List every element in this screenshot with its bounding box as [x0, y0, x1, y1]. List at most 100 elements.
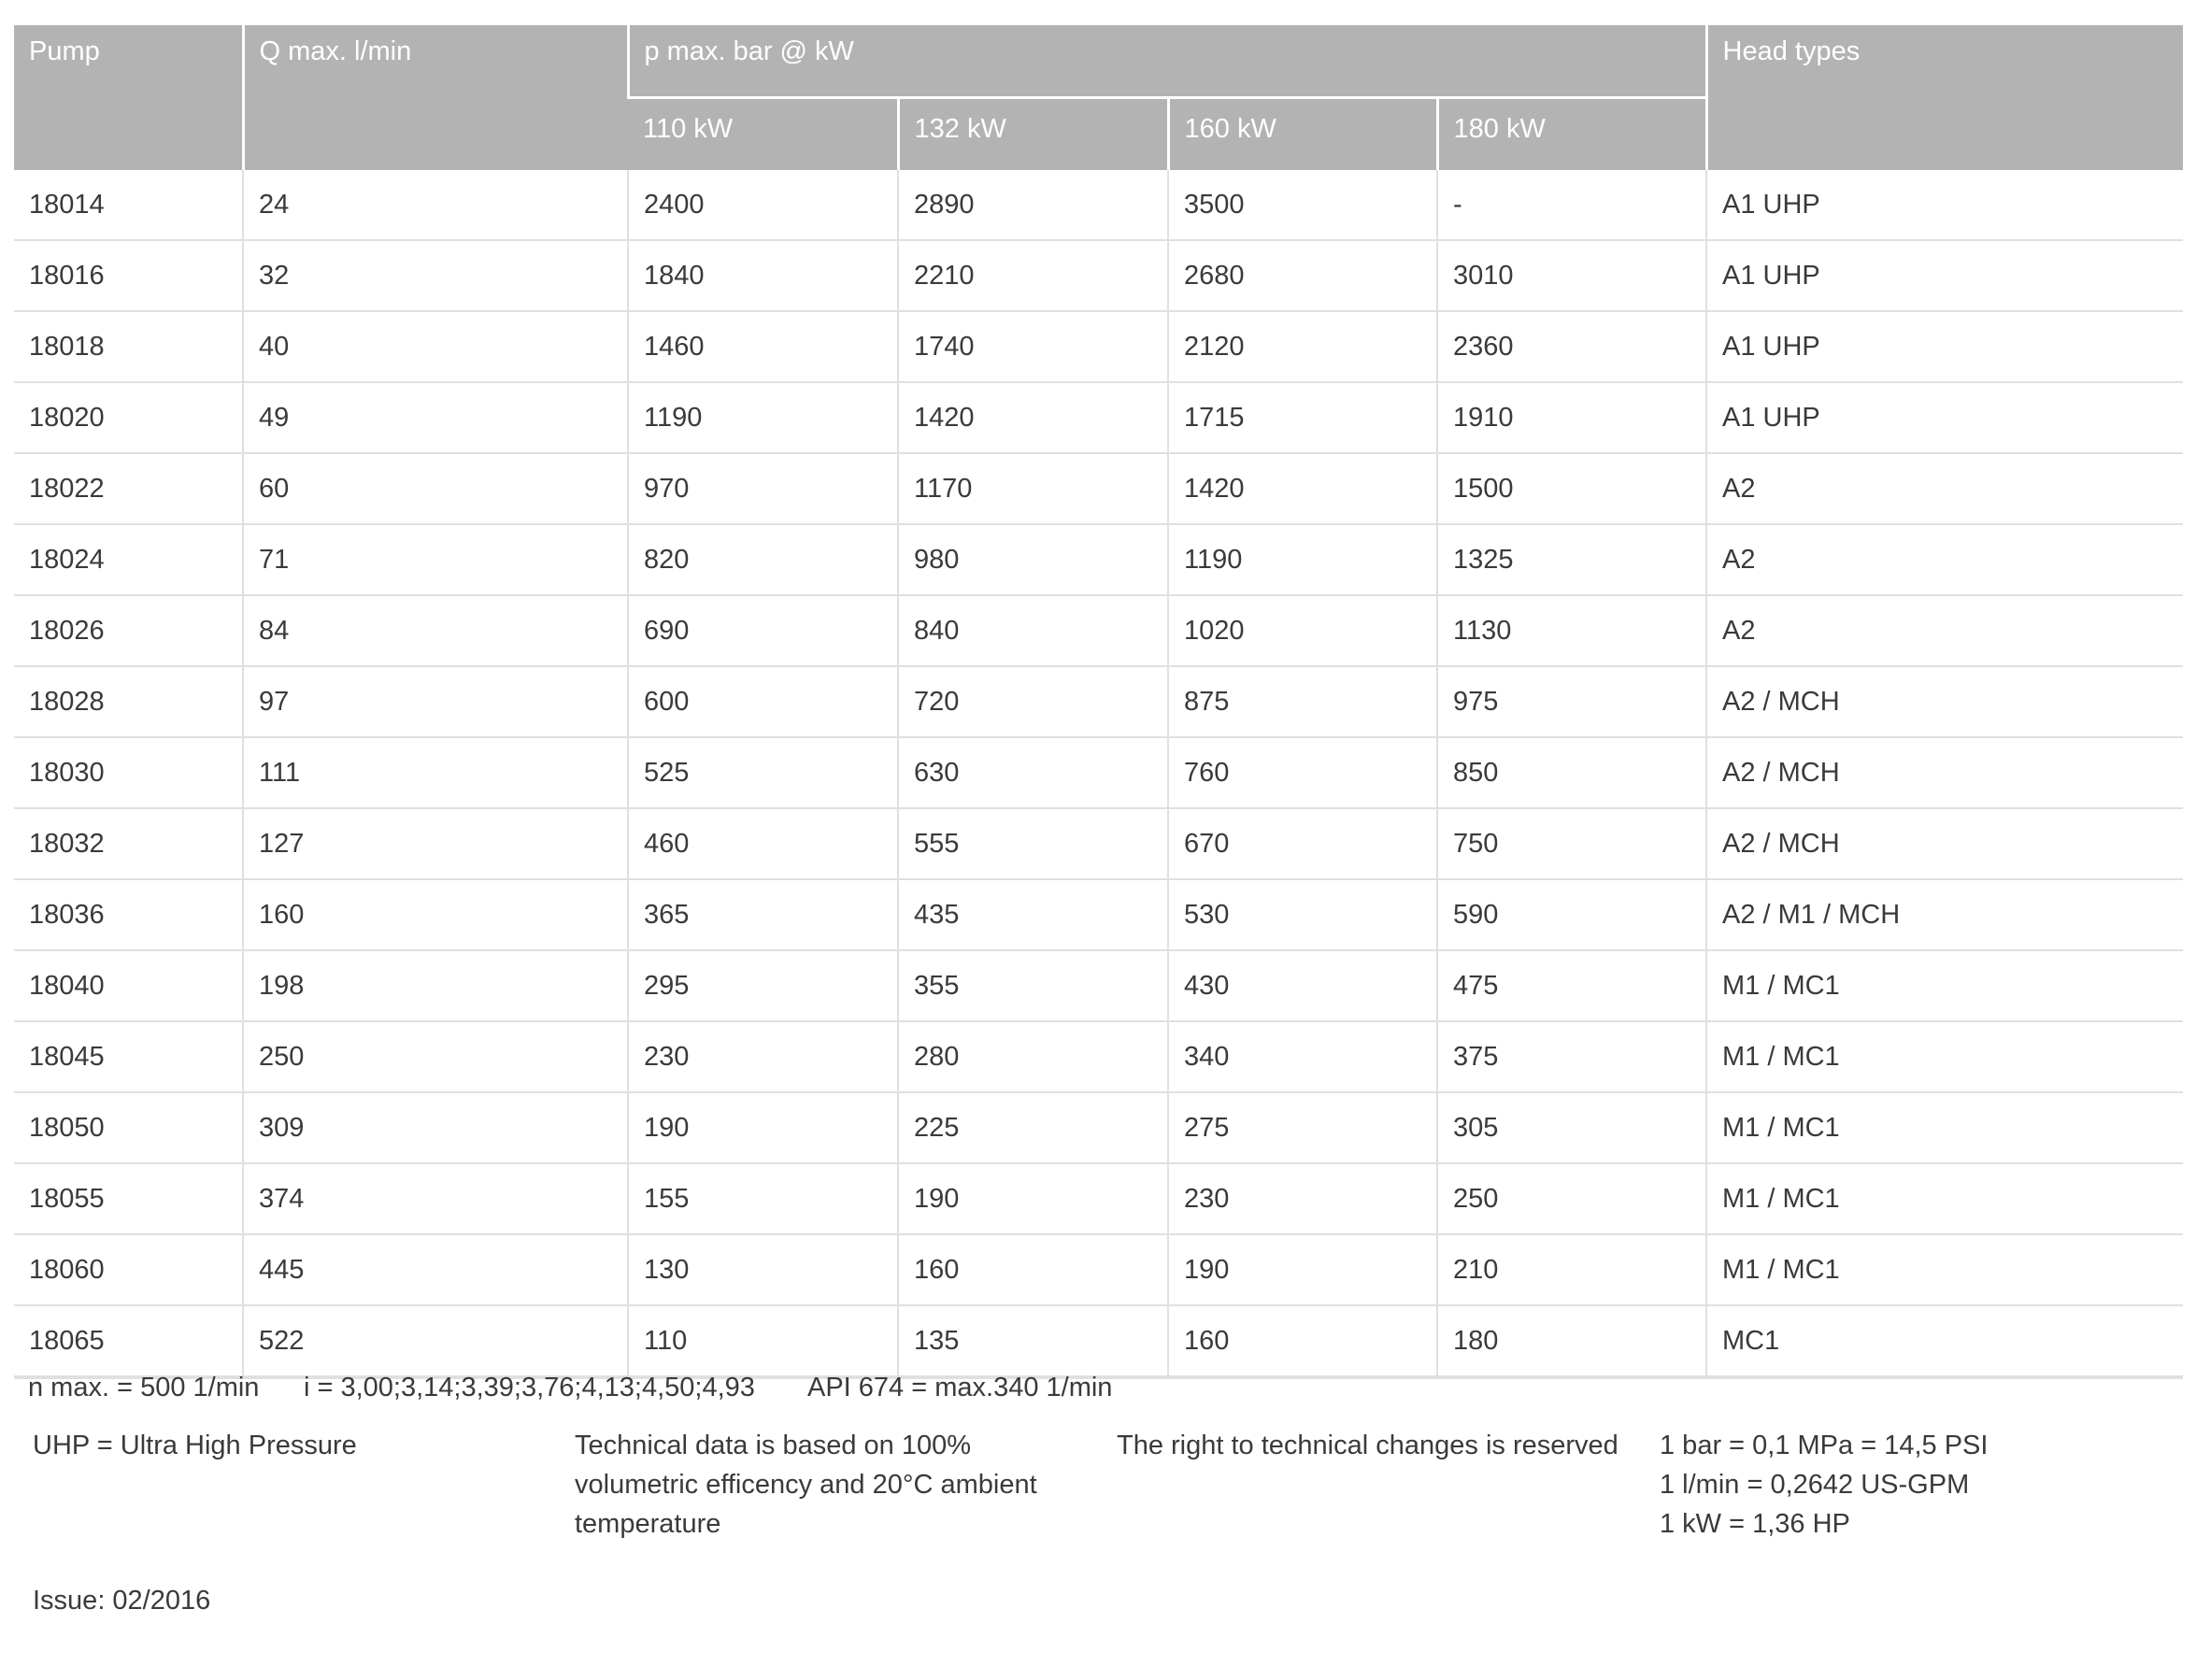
cell-q-max: 84	[242, 595, 628, 667]
table-row: 18036 160 365 435 530 590 A2 / M1 / MCH	[14, 879, 2183, 951]
note-ratios: i = 3,00;3,14;3,39;3,76;4,13;4,50;4,93	[304, 1373, 755, 1402]
cell-q-max: 522	[242, 1305, 628, 1379]
table-row: 18024 71 820 980 1190 1325 A2	[14, 524, 2183, 596]
cell-p-160kw: 430	[1167, 950, 1437, 1022]
cell-head-types: A2	[1705, 595, 2183, 667]
cell-p-160kw: 760	[1167, 737, 1437, 809]
cell-p-160kw: 230	[1167, 1163, 1437, 1235]
cell-q-max: 111	[242, 737, 628, 809]
cell-p-180kw: 975	[1436, 666, 1706, 738]
cell-pump: 18032	[14, 808, 243, 880]
note-reserved: The right to technical changes is reserv…	[1117, 1431, 1618, 1460]
cell-head-types: A2	[1705, 524, 2183, 596]
cell-pump: 18060	[14, 1234, 243, 1306]
cell-p-110kw: 110	[627, 1305, 898, 1379]
cell-p-110kw: 295	[627, 950, 898, 1022]
cell-p-160kw: 1190	[1167, 524, 1437, 596]
cell-p-132kw: 1420	[897, 382, 1168, 454]
cell-pump: 18036	[14, 879, 243, 951]
cell-p-180kw: 1130	[1436, 595, 1706, 667]
cell-p-160kw: 1420	[1167, 453, 1437, 525]
header-180kw: 180 kW	[1435, 96, 1706, 170]
cell-q-max: 250	[242, 1021, 628, 1093]
cell-q-max: 198	[242, 950, 628, 1022]
note-conversions: 1 bar = 0,1 MPa = 14,5 PSI 1 l/min = 0,2…	[1660, 1426, 1988, 1544]
header-110kw: 110 kW	[628, 96, 898, 170]
cell-p-160kw: 190	[1167, 1234, 1437, 1306]
cell-p-110kw: 1840	[627, 240, 898, 312]
table-row: 18040 198 295 355 430 475 M1 / MC1	[14, 950, 2183, 1022]
cell-q-max: 24	[242, 170, 628, 241]
cell-p-160kw: 530	[1167, 879, 1437, 951]
cell-p-132kw: 840	[897, 595, 1168, 667]
cell-p-180kw: 590	[1436, 879, 1706, 951]
conversion-line: 1 bar = 0,1 MPa = 14,5 PSI	[1660, 1431, 1989, 1460]
cell-pump: 18065	[14, 1305, 243, 1379]
cell-head-types: A1 UHP	[1705, 382, 2183, 454]
cell-p-132kw: 355	[897, 950, 1168, 1022]
cell-p-160kw: 3500	[1167, 170, 1437, 241]
cell-p-180kw: 1910	[1436, 382, 1706, 454]
cell-q-max: 160	[242, 879, 628, 951]
table-row: 18020 49 1190 1420 1715 1910 A1 UHP	[14, 382, 2183, 454]
cell-p-110kw: 460	[627, 808, 898, 880]
table-row: 18050 309 190 225 275 305 M1 / MC1	[14, 1092, 2183, 1164]
header-160kw: 160 kW	[1166, 96, 1437, 170]
cell-head-types: A1 UHP	[1705, 311, 2183, 383]
cell-q-max: 60	[242, 453, 628, 525]
cell-p-132kw: 980	[897, 524, 1168, 596]
cell-p-180kw: 475	[1436, 950, 1706, 1022]
cell-p-160kw: 275	[1167, 1092, 1437, 1164]
cell-head-types: A2 / MCH	[1705, 737, 2183, 809]
table-row: 18060 445 130 160 190 210 M1 / MC1	[14, 1234, 2183, 1306]
cell-p-180kw: 850	[1436, 737, 1706, 809]
cell-head-types: M1 / MC1	[1705, 1163, 2183, 1235]
cell-p-132kw: 135	[897, 1305, 1168, 1379]
cell-pump: 18055	[14, 1163, 243, 1235]
cell-p-180kw: 2360	[1436, 311, 1706, 383]
cell-q-max: 97	[242, 666, 628, 738]
cell-p-160kw: 340	[1167, 1021, 1437, 1093]
cell-p-180kw: 250	[1436, 1163, 1706, 1235]
cell-p-180kw: 210	[1436, 1234, 1706, 1306]
cell-p-132kw: 630	[897, 737, 1168, 809]
cell-q-max: 127	[242, 808, 628, 880]
cell-q-max: 32	[242, 240, 628, 312]
cell-head-types: M1 / MC1	[1705, 1092, 2183, 1164]
cell-p-110kw: 190	[627, 1092, 898, 1164]
cell-pump: 18020	[14, 382, 243, 454]
cell-p-160kw: 2680	[1167, 240, 1437, 312]
cell-p-110kw: 820	[627, 524, 898, 596]
cell-q-max: 71	[242, 524, 628, 596]
cell-p-160kw: 160	[1167, 1305, 1437, 1379]
note-technical-line: Technical data is based on 100%	[575, 1431, 972, 1460]
header-q-max: Q max. l/min	[241, 25, 628, 170]
table-row: 18028 97 600 720 875 975 A2 / MCH	[14, 666, 2183, 738]
cell-pump: 18030	[14, 737, 243, 809]
cell-pump: 18050	[14, 1092, 243, 1164]
pump-spec-table: Pump Q max. l/min p max. bar @ kW Head t…	[14, 25, 2183, 1379]
header-p-max: p max. bar @ kW	[626, 25, 1706, 98]
note-n-max: n max. = 500 1/min	[28, 1373, 260, 1402]
cell-p-110kw: 970	[627, 453, 898, 525]
cell-p-110kw: 365	[627, 879, 898, 951]
cell-pump: 18022	[14, 453, 243, 525]
cell-pump: 18016	[14, 240, 243, 312]
cell-p-180kw: -	[1436, 170, 1706, 241]
cell-pump: 18018	[14, 311, 243, 383]
cell-p-110kw: 2400	[627, 170, 898, 241]
note-api: API 674 = max.340 1/min	[807, 1373, 1113, 1402]
cell-p-132kw: 280	[897, 1021, 1168, 1093]
table-row: 18022 60 970 1170 1420 1500 A2	[14, 453, 2183, 525]
cell-p-132kw: 435	[897, 879, 1168, 951]
cell-head-types: MC1	[1705, 1305, 2183, 1379]
cell-p-180kw: 305	[1436, 1092, 1706, 1164]
cell-p-180kw: 1500	[1436, 453, 1706, 525]
cell-p-132kw: 720	[897, 666, 1168, 738]
cell-head-types: A2 / MCH	[1705, 666, 2183, 738]
cell-p-132kw: 2890	[897, 170, 1168, 241]
header-pump: Pump	[14, 25, 243, 170]
table-row: 18065 522 110 135 160 180 MC1	[14, 1305, 2183, 1379]
cell-head-types: A2 / M1 / MCH	[1705, 879, 2183, 951]
cell-pump: 18045	[14, 1021, 243, 1093]
